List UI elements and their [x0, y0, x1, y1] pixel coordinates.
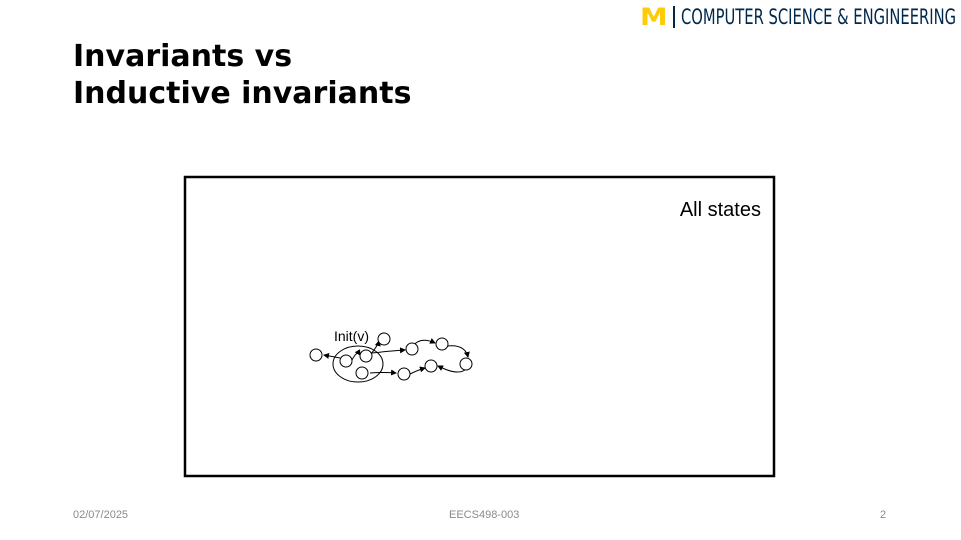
department-name: COMPUTER SCIENCE & ENGINEERING — [680, 5, 956, 29]
state-node — [424, 359, 438, 373]
state-node — [355, 366, 369, 380]
init-label: Init(v) — [334, 328, 369, 344]
edge — [323, 352, 341, 359]
title-line-2: Inductive invariants — [73, 76, 412, 111]
state-nodes — [309, 332, 473, 381]
state-node — [459, 357, 473, 371]
edge — [371, 347, 406, 354]
all-states-label: All states — [680, 199, 761, 221]
state-node — [397, 367, 411, 381]
footer-page-number: 2 — [880, 509, 887, 521]
state-node — [339, 354, 353, 368]
edge — [446, 345, 470, 358]
slide-title: Invariants vs Inductive invariants — [73, 38, 411, 112]
init-set — [332, 345, 384, 383]
footer-date: 02/07/2025 — [73, 509, 129, 521]
edge — [351, 349, 361, 361]
edge — [409, 366, 426, 375]
logo-divider — [672, 6, 675, 28]
state-node — [377, 332, 391, 346]
state-node — [359, 349, 373, 363]
state-node — [435, 337, 449, 351]
state-node — [309, 348, 323, 362]
title-line-1: Invariants vs — [73, 39, 293, 74]
footer-course: EECS498-003 — [449, 509, 520, 521]
state-node — [405, 342, 419, 356]
department-logo: M COMPUTER SCIENCE & ENGINEERING — [640, 4, 961, 30]
edge — [369, 369, 397, 376]
all-states-box — [183, 175, 776, 478]
block-m-logo: M — [640, 3, 667, 31]
